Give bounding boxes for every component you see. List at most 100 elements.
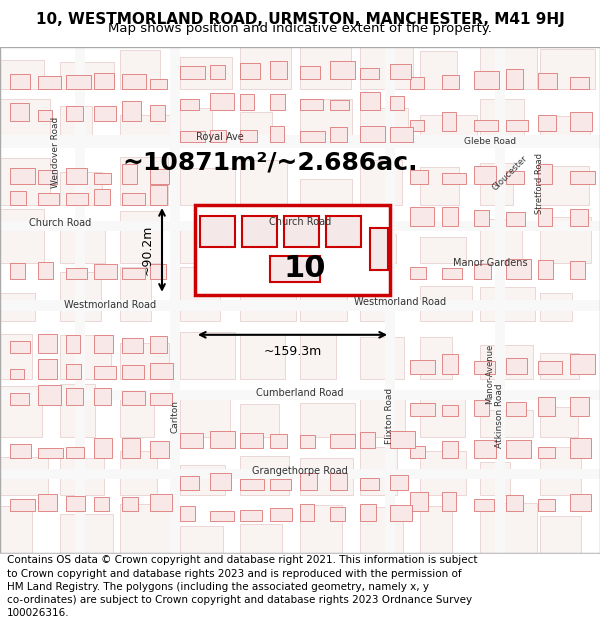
Bar [360,47,413,89]
Bar [270,256,320,282]
Bar [390,504,412,521]
Bar [540,516,581,553]
Bar [410,403,435,416]
Bar [122,438,140,458]
Bar [300,99,352,147]
Bar [10,168,35,184]
Bar [474,119,498,131]
Bar [210,431,235,447]
Bar [240,283,296,321]
Bar [94,438,112,458]
Text: Grangethorpe Road: Grangethorpe Road [252,466,348,476]
Bar [442,173,466,184]
Bar [180,228,221,263]
Bar [326,216,361,248]
Bar [60,458,104,495]
Bar [480,410,533,437]
Bar [60,271,101,321]
Bar [442,208,458,226]
Bar [480,163,513,205]
Bar [570,438,591,458]
Bar [370,228,388,271]
Bar [10,369,24,379]
Bar [150,264,166,279]
Text: Manor-Avenue: Manor-Avenue [485,344,494,404]
Bar [480,346,533,379]
Bar [300,99,323,110]
Bar [60,335,111,379]
Text: Church Road: Church Road [29,218,91,228]
Bar [0,469,600,479]
Bar [60,106,92,147]
Bar [120,116,171,147]
Bar [180,433,203,447]
Bar [538,361,562,374]
Bar [506,358,527,374]
Bar [240,433,263,447]
Bar [180,464,225,495]
Bar [270,434,287,447]
Bar [300,179,352,205]
Bar [480,503,537,553]
Bar [330,61,355,79]
Bar [570,171,595,184]
Bar [240,334,285,379]
Bar [10,263,25,279]
Bar [420,237,466,263]
Bar [122,391,145,406]
Bar [390,96,404,110]
Bar [38,110,52,121]
Bar [390,431,415,447]
Bar [180,526,223,553]
Bar [150,494,172,511]
Text: Contains OS data © Crown copyright and database right 2021. This information is : Contains OS data © Crown copyright and d… [7,555,478,565]
Bar [442,441,458,458]
Bar [300,403,355,437]
Bar [240,62,260,79]
Bar [570,354,595,374]
Bar [0,209,44,263]
Bar [38,386,61,406]
Bar [0,292,35,321]
Bar [122,366,144,379]
Bar [10,393,29,406]
Bar [300,291,347,321]
Bar [0,99,50,147]
Text: ~10871m²/~2.686ac.: ~10871m²/~2.686ac. [122,151,418,175]
Bar [570,209,588,226]
Bar [122,338,143,352]
Bar [180,108,212,147]
Bar [360,337,404,379]
Text: Westmorland Road: Westmorland Road [64,300,156,310]
Bar [442,354,458,374]
Bar [540,292,572,321]
Bar [480,45,537,89]
Bar [120,504,174,553]
Bar [506,440,531,458]
Bar [180,168,235,205]
Bar [66,106,83,121]
Bar [538,499,555,511]
Text: to Crown copyright and database rights 2023 and is reproduced with the permissio: to Crown copyright and database rights 2… [7,569,462,579]
Bar [480,99,524,147]
Bar [122,268,145,279]
Bar [474,264,491,279]
Text: Gloucester: Gloucester [491,154,529,192]
Text: Map shows position and indicative extent of the property.: Map shows position and indicative extent… [108,22,492,35]
Bar [94,264,117,279]
Bar [300,334,336,379]
Text: HM Land Registry. The polygons (including the associated geometry, namely x, y: HM Land Registry. The polygons (includin… [7,582,429,592]
Bar [210,511,234,521]
Bar [420,506,452,553]
Bar [240,404,279,437]
Bar [180,58,232,89]
Text: co-ordinates) are subject to Crown copyright and database rights 2023 Ordnance S: co-ordinates) are subject to Crown copyr… [7,595,472,605]
Bar [570,78,589,89]
Bar [420,51,457,89]
Bar [270,126,284,142]
Text: Flixton Road: Flixton Road [386,388,395,444]
Bar [10,74,30,89]
Bar [360,108,408,147]
Bar [150,185,167,205]
Bar [410,360,435,374]
